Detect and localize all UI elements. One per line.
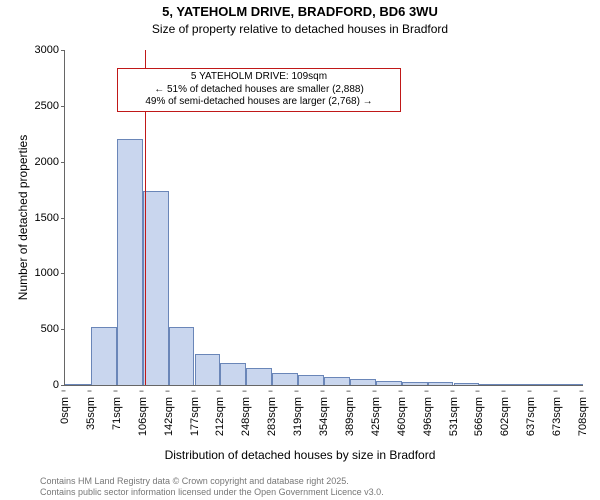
histogram-bar xyxy=(376,381,402,385)
chart-container: 5, YATEHOLM DRIVE, BRADFORD, BD6 3WU Siz… xyxy=(0,0,600,500)
x-tick: 708sqm xyxy=(577,391,589,436)
x-tick: 389sqm xyxy=(344,391,356,436)
x-tick: 673sqm xyxy=(551,391,563,436)
histogram-bar xyxy=(505,384,531,385)
histogram-bar xyxy=(557,384,583,385)
histogram-bar xyxy=(246,368,272,385)
x-tick: 566sqm xyxy=(473,391,485,436)
x-tick: 354sqm xyxy=(318,391,330,436)
x-tick: 0sqm xyxy=(59,391,71,424)
chart-title: 5, YATEHOLM DRIVE, BRADFORD, BD6 3WU xyxy=(0,4,600,19)
x-axis-label: Distribution of detached houses by size … xyxy=(0,448,600,462)
x-tick: 106sqm xyxy=(137,391,149,436)
y-tick: 1500 xyxy=(35,212,65,224)
y-tick: 1000 xyxy=(35,267,65,279)
y-axis-label: Number of detached properties xyxy=(16,50,30,385)
histogram-bar xyxy=(117,139,143,385)
histogram-bar xyxy=(454,383,480,385)
histogram-bar xyxy=(402,382,428,385)
x-tick: 460sqm xyxy=(396,391,408,436)
x-tick: 602sqm xyxy=(499,391,511,436)
x-tick: 35sqm xyxy=(85,391,97,430)
y-tick: 500 xyxy=(41,323,65,335)
histogram-bar xyxy=(479,384,505,385)
annotation-line: ← 51% of detached houses are smaller (2,… xyxy=(124,84,394,97)
y-tick: 2500 xyxy=(35,100,65,112)
annotation-line: 49% of semi-detached houses are larger (… xyxy=(124,96,394,109)
histogram-bar xyxy=(143,191,169,385)
x-tick: 248sqm xyxy=(240,391,252,436)
x-tick: 531sqm xyxy=(448,391,460,436)
x-tick: 142sqm xyxy=(163,391,175,436)
y-tick: 2000 xyxy=(35,156,65,168)
histogram-bar xyxy=(91,327,117,385)
x-tick: 496sqm xyxy=(422,391,434,436)
x-tick: 71sqm xyxy=(111,391,123,430)
histogram-bar xyxy=(298,375,324,385)
annotation-box: 5 YATEHOLM DRIVE: 109sqm← 51% of detache… xyxy=(117,68,401,112)
histogram-bar xyxy=(169,327,195,385)
x-tick: 177sqm xyxy=(189,391,201,436)
x-tick: 283sqm xyxy=(266,391,278,436)
x-tick: 637sqm xyxy=(525,391,537,436)
histogram-bar xyxy=(428,382,454,385)
histogram-bar xyxy=(195,354,221,385)
annotation-line: 5 YATEHOLM DRIVE: 109sqm xyxy=(124,71,394,84)
histogram-bar xyxy=(220,363,246,385)
y-tick: 3000 xyxy=(35,44,65,56)
histogram-bar xyxy=(65,384,91,385)
histogram-bar xyxy=(324,377,350,385)
y-tick: 0 xyxy=(53,379,65,391)
chart-subtitle: Size of property relative to detached ho… xyxy=(0,22,600,36)
footer-attribution: Contains HM Land Registry data © Crown c… xyxy=(40,476,384,498)
histogram-bar xyxy=(531,384,557,385)
histogram-bar xyxy=(272,373,298,385)
x-tick: 212sqm xyxy=(214,391,226,436)
footer-line: Contains HM Land Registry data © Crown c… xyxy=(40,476,384,487)
footer-line: Contains public sector information licen… xyxy=(40,487,384,498)
x-tick: 425sqm xyxy=(370,391,382,436)
histogram-bar xyxy=(350,379,376,385)
plot-area: 0500100015002000250030000sqm35sqm71sqm10… xyxy=(64,50,583,386)
x-tick: 319sqm xyxy=(292,391,304,436)
